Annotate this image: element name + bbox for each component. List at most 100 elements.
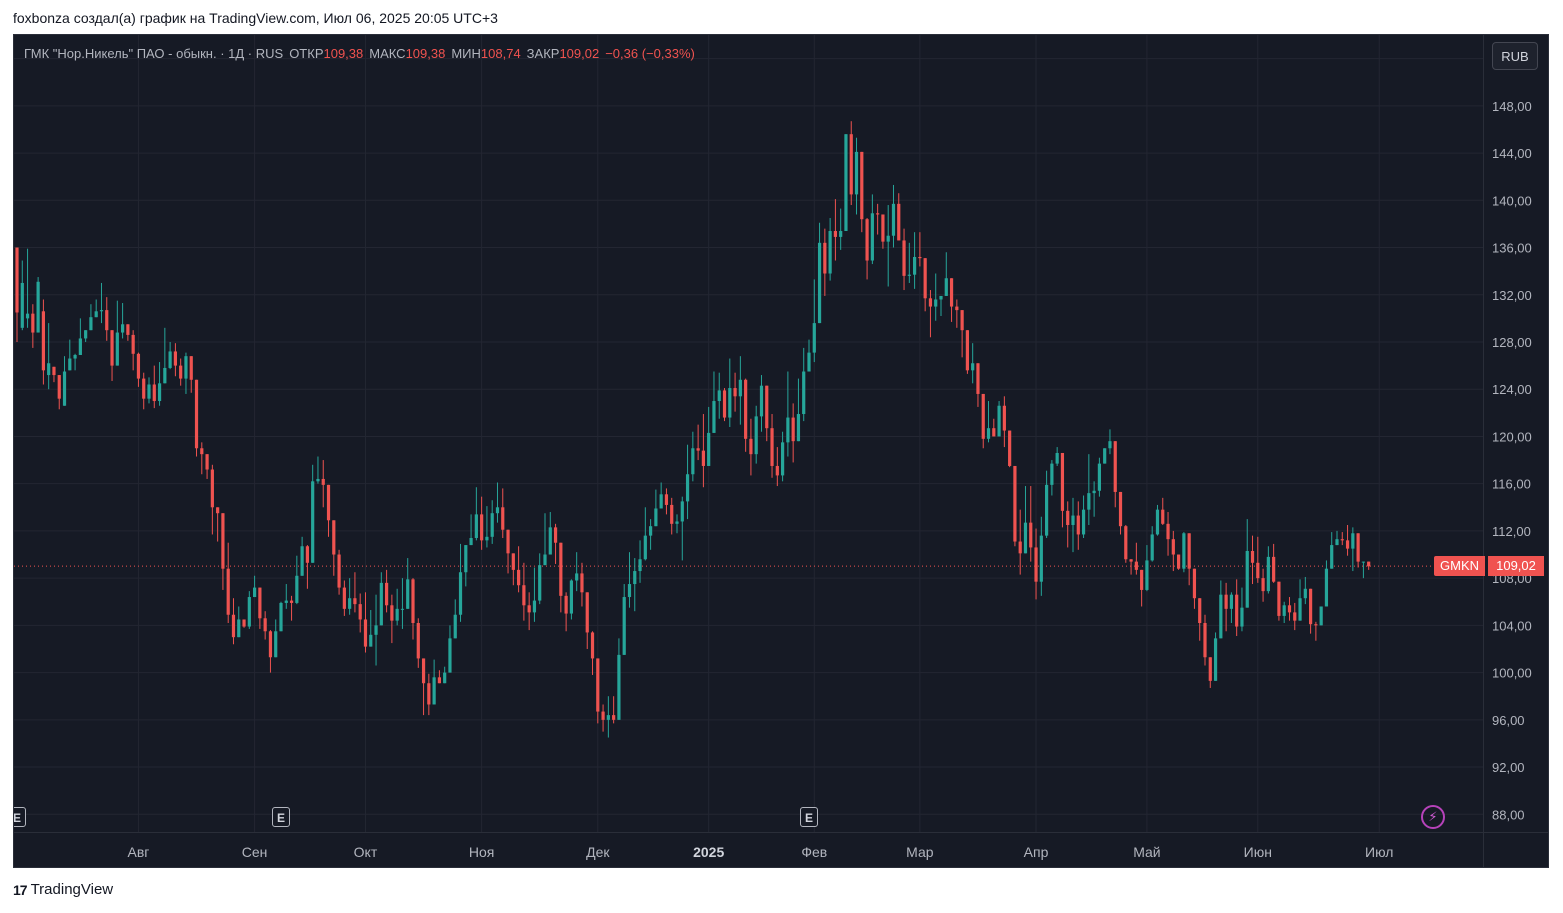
candle-body xyxy=(802,371,806,415)
y-tick-label: 116,00 xyxy=(1492,477,1531,492)
candle-body xyxy=(385,582,389,606)
candle-body xyxy=(136,353,141,379)
candle-body xyxy=(849,134,853,195)
candle-body xyxy=(337,554,341,588)
candle-body xyxy=(1219,594,1223,639)
candle-body xyxy=(1134,561,1138,570)
tradingview-logo-icon: 17 xyxy=(13,881,28,898)
candle-body xyxy=(1050,463,1054,485)
candle-body xyxy=(1213,638,1218,681)
candle-body xyxy=(400,608,405,610)
candle-body xyxy=(1018,541,1022,554)
candle-body xyxy=(126,324,130,335)
candle-body xyxy=(20,282,24,328)
candle-body xyxy=(1081,509,1086,535)
candle-body xyxy=(928,298,933,307)
candle-body xyxy=(1066,510,1070,526)
candle-body xyxy=(817,242,822,324)
candlestick-chart[interactable]: 152,00148,00144,00140,00136,00132,00128,… xyxy=(14,35,1549,868)
candle-body xyxy=(828,231,832,274)
candle-body xyxy=(965,330,969,371)
earnings-event-marker[interactable]: E xyxy=(14,807,26,827)
candle-body xyxy=(712,401,716,433)
candle-body xyxy=(142,378,146,399)
chart-frame[interactable]: 152,00148,00144,00140,00136,00132,00128,… xyxy=(13,34,1549,868)
tradingview-logo[interactable]: 17 TradingView xyxy=(13,881,113,898)
candle-body xyxy=(184,356,188,379)
price-scale-separator[interactable] xyxy=(1483,35,1484,867)
candle-body xyxy=(986,428,991,439)
candle-body xyxy=(485,536,489,541)
candle-body xyxy=(57,375,61,399)
candle-body xyxy=(1092,490,1096,494)
candle-body xyxy=(216,507,220,514)
candle-body xyxy=(770,428,774,466)
candle-body xyxy=(612,715,616,720)
candle-body xyxy=(854,151,859,195)
currency-button[interactable]: RUB xyxy=(1492,42,1538,70)
candle-body xyxy=(955,306,959,311)
candle-body xyxy=(474,514,478,538)
candle-body xyxy=(89,317,93,331)
y-tick-label: 100,00 xyxy=(1492,666,1532,681)
candle-body xyxy=(41,311,45,371)
candle-body xyxy=(1224,594,1228,609)
candle-body xyxy=(833,231,837,237)
x-tick-label: Апр xyxy=(1024,844,1049,860)
candle-body xyxy=(1155,509,1160,535)
candle-body xyxy=(585,592,589,633)
candle-body xyxy=(759,385,764,417)
candle-body xyxy=(68,358,72,371)
candle-body xyxy=(538,565,542,601)
candle-body xyxy=(1076,515,1080,535)
candle-body xyxy=(453,614,457,639)
y-tick-label: 104,00 xyxy=(1492,618,1532,633)
y-tick-label: 128,00 xyxy=(1492,335,1532,350)
candle-body xyxy=(358,604,362,620)
candle-body xyxy=(1129,559,1133,562)
candle-body xyxy=(1039,535,1043,582)
candle-body xyxy=(194,379,199,449)
candle-body xyxy=(680,501,684,522)
earnings-event-marker[interactable]: E xyxy=(800,807,818,827)
candle-body xyxy=(981,393,985,439)
candle-body xyxy=(1367,561,1371,567)
candle-body xyxy=(960,310,964,331)
candle-body xyxy=(131,334,135,354)
candle-body xyxy=(781,442,785,476)
candle-body xyxy=(744,379,748,439)
candle-body xyxy=(242,619,246,627)
y-tick-label: 144,00 xyxy=(1492,146,1532,161)
x-tick-label: Май xyxy=(1133,844,1160,860)
candle-body xyxy=(1314,624,1318,626)
candle-body xyxy=(517,569,521,586)
high-value: 109,38 xyxy=(405,46,446,61)
candle-body xyxy=(1103,448,1107,464)
page-header: foxbonza создал(а) график на TradingView… xyxy=(13,10,498,26)
y-tick-label: 96,00 xyxy=(1492,713,1525,728)
candle-body xyxy=(258,587,262,619)
candle-body xyxy=(25,313,30,319)
candle-body xyxy=(1256,562,1260,579)
y-tick-label: 112,00 xyxy=(1492,524,1531,539)
candle-body xyxy=(886,235,890,242)
candle-body xyxy=(1298,598,1302,621)
candle-body xyxy=(379,582,383,626)
candle-body xyxy=(78,338,82,355)
candle-body xyxy=(976,363,980,394)
candle-body xyxy=(675,521,679,524)
candle-body xyxy=(200,448,204,455)
symbol-description[interactable]: ГМК "Нор.Никель" ПАО - обыкн. · 1Д · RUS xyxy=(24,46,284,61)
candle-body xyxy=(480,514,484,541)
candle-body xyxy=(590,632,595,659)
candle-body xyxy=(654,508,658,527)
candle-body xyxy=(580,573,584,593)
earnings-event-marker[interactable]: E xyxy=(272,807,290,827)
lightning-icon[interactable]: ⚡ xyxy=(1421,805,1445,829)
candle-body xyxy=(1324,568,1329,607)
candle-body xyxy=(596,658,600,712)
candle-body xyxy=(437,677,441,684)
candle-body xyxy=(1145,560,1149,590)
y-tick-label: 124,00 xyxy=(1492,382,1532,397)
candle-body xyxy=(1187,533,1191,569)
